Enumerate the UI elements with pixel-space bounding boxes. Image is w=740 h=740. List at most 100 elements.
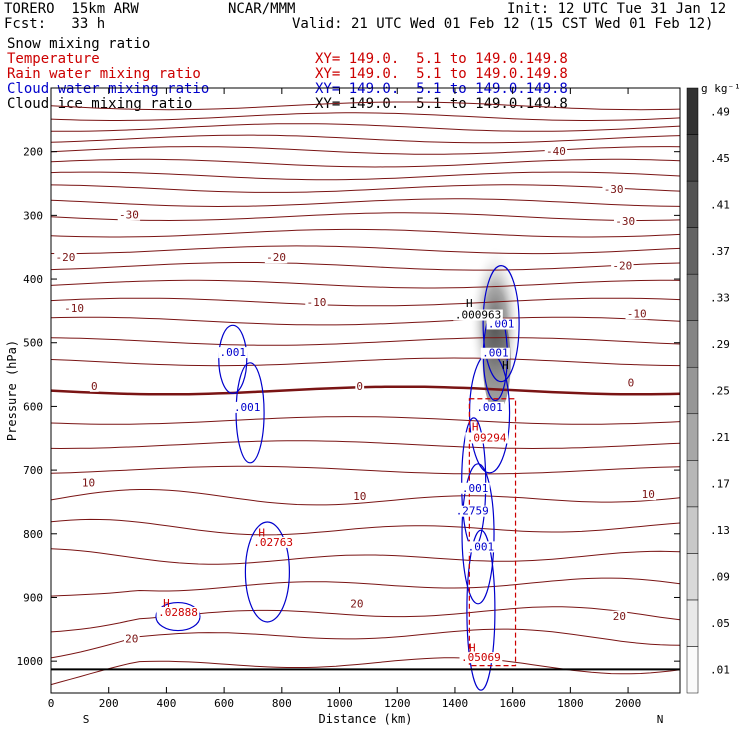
field-snow: Snow mixing ratio bbox=[7, 36, 151, 52]
temperature-label: 0 bbox=[91, 380, 98, 393]
org-label: NCAR/MMM bbox=[228, 1, 296, 17]
x-end-label-left: S bbox=[83, 713, 90, 726]
y-tick-label: 800 bbox=[23, 528, 43, 541]
cloud-water-label: .2759 bbox=[456, 505, 489, 518]
rain-water-contour bbox=[468, 398, 517, 667]
temperature-label-bg bbox=[611, 610, 628, 622]
colorbar-label: .45 bbox=[710, 152, 730, 165]
isotherm bbox=[50, 146, 681, 155]
cloud-water-label-bg bbox=[232, 401, 262, 413]
rain-water-label: .02888 bbox=[158, 606, 198, 619]
colorbar-swatch bbox=[686, 134, 699, 182]
colorbar-label: .01 bbox=[710, 664, 730, 677]
cloud-water-label-bg bbox=[218, 347, 248, 359]
isotherm bbox=[50, 577, 681, 597]
isotherm bbox=[50, 158, 681, 168]
y-tick-label: 300 bbox=[23, 209, 43, 222]
cloud-water-contour bbox=[244, 521, 290, 623]
x-tick-label: 600 bbox=[214, 697, 234, 710]
temperature-label: -30 bbox=[119, 209, 139, 222]
colorbar-label: .09 bbox=[710, 571, 730, 584]
x-tick-label: 200 bbox=[99, 697, 119, 710]
temperature-label: -30 bbox=[615, 215, 635, 228]
isotherm bbox=[50, 518, 681, 536]
isotherm bbox=[50, 489, 681, 506]
temperature-label: 20 bbox=[613, 610, 626, 623]
isotherm bbox=[50, 171, 681, 181]
isotherm bbox=[50, 357, 681, 367]
colorbar-swatch bbox=[686, 227, 699, 275]
isotherm bbox=[50, 337, 681, 346]
x-tick-label: 2000 bbox=[615, 697, 642, 710]
temperature-label-bg bbox=[351, 491, 368, 503]
y-tick-label: 500 bbox=[23, 337, 43, 350]
field-cloud-ice: Cloud ice mixing ratio bbox=[7, 96, 193, 112]
temperature-label: -30 bbox=[604, 183, 624, 196]
rain-water-label-bg bbox=[251, 536, 295, 548]
cloud-water-label: .001 bbox=[462, 482, 489, 495]
temperature-label-bg bbox=[602, 184, 625, 196]
rain-water-label-bg bbox=[465, 432, 509, 444]
cloud-water-label: .001 bbox=[482, 347, 509, 360]
colorbar-label: .13 bbox=[710, 524, 730, 537]
isotherm bbox=[50, 228, 681, 238]
isotherm bbox=[50, 316, 681, 326]
temperature-label-bg bbox=[625, 308, 648, 320]
isotherm bbox=[50, 245, 681, 255]
temperature-label-bg bbox=[305, 296, 328, 308]
temperature-label-bg bbox=[117, 209, 141, 221]
plot-frame bbox=[50, 87, 681, 694]
temperature-label: -10 bbox=[307, 296, 327, 309]
temperature-label: -20 bbox=[612, 260, 632, 273]
rain-water-label: .02763 bbox=[253, 536, 293, 549]
extremum-label: H bbox=[502, 359, 509, 372]
field-cloud-water-xy: XY= 149.0. 5.1 to 149.0.149.8 bbox=[315, 81, 568, 97]
y-tick-label: 200 bbox=[23, 146, 43, 159]
temperature-label: -40 bbox=[546, 145, 566, 158]
valid-time: Valid: 21 UTC Wed 01 Feb 12 (15 CST Wed … bbox=[292, 16, 714, 32]
temperature-label: 20 bbox=[125, 633, 138, 646]
x-tick-label: 400 bbox=[156, 697, 176, 710]
isotherm bbox=[50, 184, 681, 193]
cloud-water-label-bg bbox=[474, 401, 505, 413]
isotherm bbox=[50, 628, 681, 659]
temperature-label-bg bbox=[640, 489, 657, 501]
colorbar-swatch bbox=[686, 506, 699, 554]
temperature-label-bg bbox=[355, 380, 365, 392]
x-tick-label: 1400 bbox=[442, 697, 469, 710]
temperature-label-bg bbox=[613, 215, 637, 227]
temperature-label-bg bbox=[611, 260, 634, 272]
colorbar-swatch bbox=[686, 460, 699, 508]
rain-water-label: .09294 bbox=[467, 431, 507, 444]
isotherm-zero bbox=[50, 385, 681, 396]
extremum-label: H bbox=[258, 526, 265, 539]
isotherm bbox=[50, 198, 681, 208]
isotherm bbox=[50, 101, 681, 111]
colorbar-swatch bbox=[686, 599, 699, 647]
temperature-label: 10 bbox=[82, 477, 95, 490]
isotherm bbox=[50, 297, 681, 307]
temperature-label-bg bbox=[264, 252, 288, 264]
y-tick-label: 600 bbox=[23, 400, 43, 413]
colorbar-swatch bbox=[686, 87, 699, 135]
colorbar-label: .05 bbox=[710, 617, 730, 630]
field-cloud-water: Cloud water mixing ratio bbox=[7, 81, 210, 97]
temperature-label-bg bbox=[62, 303, 86, 315]
temperature-label-bg bbox=[54, 252, 77, 264]
x-end-label-right: N bbox=[657, 713, 664, 726]
cloud-water-label: .001 bbox=[476, 401, 503, 414]
temperature-label: -20 bbox=[266, 251, 286, 264]
rain-water-label: .05069 bbox=[461, 651, 501, 664]
cloud-water-label-bg bbox=[486, 318, 516, 330]
colorbar-swatch bbox=[686, 553, 699, 601]
x-tick-label: 0 bbox=[48, 697, 55, 710]
snow-label: .000963 bbox=[455, 309, 501, 322]
y-tick-label: 400 bbox=[23, 273, 43, 286]
isotherm bbox=[50, 279, 681, 289]
x-tick-label: 800 bbox=[272, 697, 292, 710]
snow-label-bg bbox=[453, 309, 503, 321]
isotherm bbox=[50, 657, 681, 686]
y-tick-label: 900 bbox=[23, 591, 43, 604]
isotherm bbox=[50, 548, 681, 565]
cloud-water-label: .001 bbox=[220, 346, 247, 359]
